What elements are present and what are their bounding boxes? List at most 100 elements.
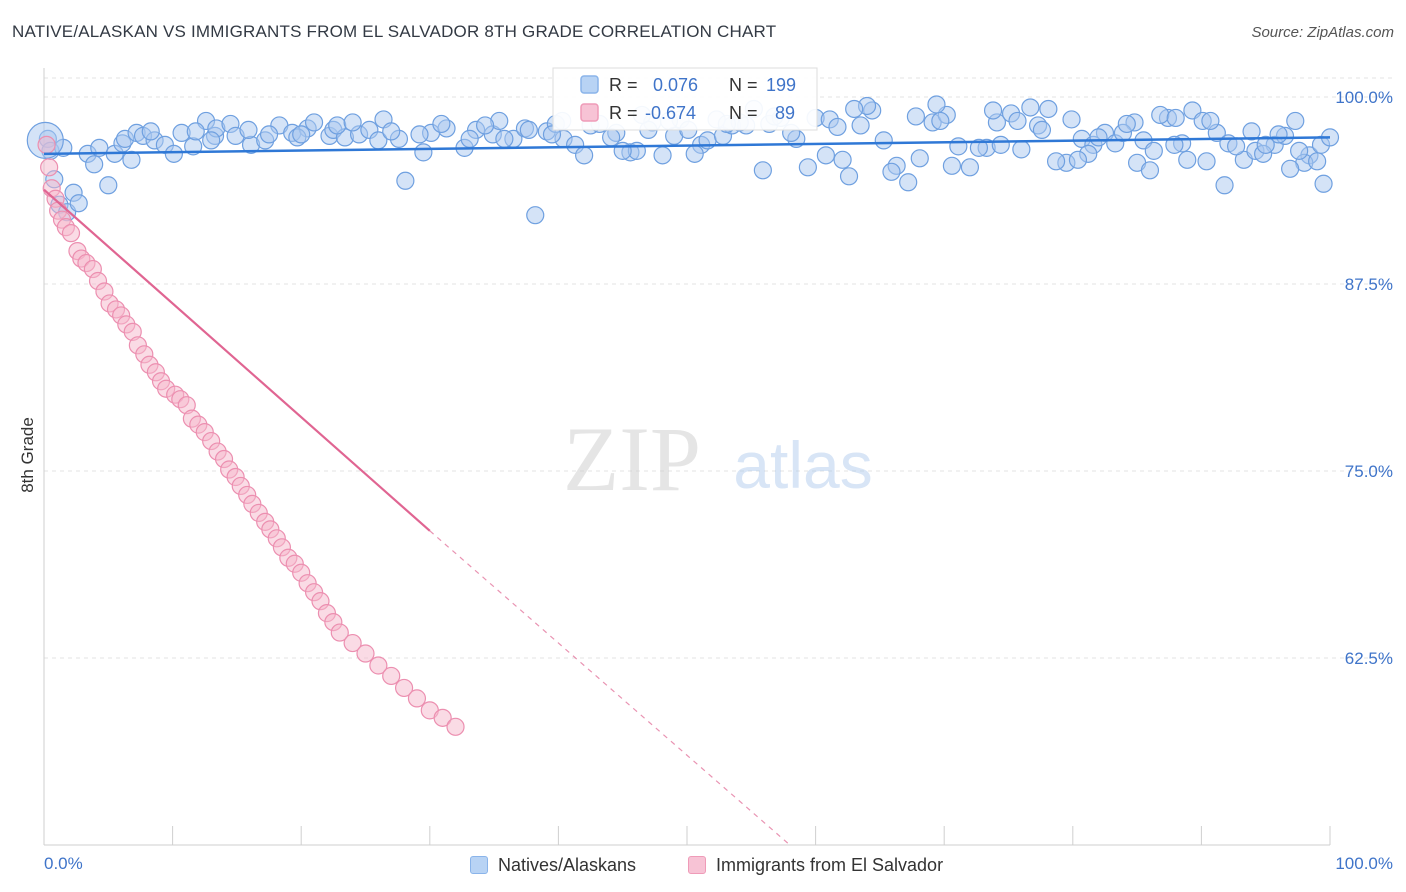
y-axis-label: 8th Grade	[18, 417, 37, 493]
x-tick-label: 0.0%	[44, 854, 83, 873]
data-point-natives[interactable]	[1039, 99, 1058, 119]
source-credit[interactable]: Source: ZipAtlas.com	[1251, 24, 1394, 41]
data-point-natives[interactable]	[828, 117, 847, 137]
data-point-natives[interactable]	[833, 150, 852, 169]
legend-item-el-salvador[interactable]: Immigrants from El Salvador	[688, 852, 943, 878]
data-point-el-salvador[interactable]	[40, 158, 59, 177]
data-point-natives[interactable]	[99, 176, 118, 195]
data-point-natives[interactable]	[1140, 161, 1160, 180]
data-point-natives[interactable]	[931, 111, 950, 131]
data-point-natives[interactable]	[1008, 111, 1027, 131]
data-point-natives[interactable]	[460, 129, 479, 148]
data-point-natives[interactable]	[899, 173, 918, 192]
data-point-natives[interactable]	[1012, 140, 1031, 159]
data-point-natives[interactable]	[292, 125, 311, 144]
data-point-natives[interactable]	[526, 206, 545, 225]
data-point-natives[interactable]	[1197, 152, 1216, 171]
data-point-natives[interactable]	[851, 116, 870, 135]
data-point-natives[interactable]	[816, 146, 835, 165]
data-point-natives[interactable]	[164, 144, 183, 163]
data-point-natives[interactable]	[575, 146, 594, 165]
data-point-natives[interactable]	[382, 122, 401, 141]
y-tick-label: 87.5%	[1345, 275, 1393, 294]
data-point-natives[interactable]	[1227, 137, 1246, 156]
data-point-natives[interactable]	[1290, 141, 1309, 160]
data-point-natives[interactable]	[1021, 98, 1040, 117]
data-point-natives[interactable]	[983, 101, 1003, 120]
data-point-natives[interactable]	[202, 131, 221, 150]
data-point-natives[interactable]	[69, 194, 88, 213]
data-point-natives[interactable]	[410, 125, 429, 144]
data-point-natives[interactable]	[653, 146, 672, 165]
legend-blue-n-value: 199	[766, 75, 796, 95]
data-point-natives[interactable]	[1215, 176, 1234, 195]
data-point-natives[interactable]	[1242, 122, 1261, 141]
data-point-natives[interactable]	[1314, 174, 1333, 193]
data-point-natives[interactable]	[602, 128, 621, 147]
data-point-natives[interactable]	[845, 99, 864, 119]
data-point-natives[interactable]	[910, 149, 929, 168]
legend-label-el-salvador: Immigrants from El Salvador	[716, 854, 944, 875]
data-point-el-salvador[interactable]	[61, 224, 81, 243]
data-point-natives[interactable]	[1068, 150, 1088, 169]
legend-pink-n-label: N =	[729, 103, 758, 123]
data-point-natives[interactable]	[186, 122, 205, 141]
data-point-el-salvador[interactable]	[446, 717, 465, 736]
legend-item-natives[interactable]: Natives/Alaskans	[470, 852, 636, 878]
data-point-natives[interactable]	[753, 161, 772, 180]
data-point-natives[interactable]	[1062, 110, 1081, 129]
data-point-natives[interactable]	[613, 141, 632, 160]
data-point-natives[interactable]	[906, 107, 926, 126]
data-point-natives[interactable]	[798, 158, 817, 177]
data-point-el-salvador[interactable]	[369, 656, 388, 675]
data-point-natives[interactable]	[304, 113, 324, 132]
data-point-natives[interactable]	[1032, 120, 1052, 140]
data-point-natives[interactable]	[1166, 108, 1185, 128]
data-point-el-salvador[interactable]	[330, 623, 349, 642]
data-point-natives[interactable]	[1256, 135, 1275, 154]
legend-swatch-el-salvador	[688, 856, 706, 874]
data-point-natives[interactable]	[685, 144, 704, 163]
data-point-natives[interactable]	[942, 156, 962, 175]
data-point-natives[interactable]	[839, 167, 859, 186]
data-point-natives[interactable]	[874, 131, 893, 150]
legend-pink-n-value: 89	[775, 103, 795, 123]
data-point-natives[interactable]	[1151, 105, 1170, 125]
data-point-natives[interactable]	[239, 120, 258, 140]
legend-blue-r-value: 0.076	[653, 75, 698, 95]
data-point-natives[interactable]	[495, 129, 514, 148]
data-point-el-salvador[interactable]	[394, 678, 414, 698]
data-point-el-salvador[interactable]	[343, 633, 362, 653]
data-point-natives[interactable]	[396, 171, 415, 190]
data-point-natives[interactable]	[1281, 159, 1300, 178]
data-point-el-salvador[interactable]	[433, 708, 452, 727]
data-point-natives[interactable]	[1046, 152, 1066, 171]
data-point-natives[interactable]	[519, 120, 538, 140]
data-point-natives[interactable]	[969, 138, 989, 157]
data-point-natives[interactable]	[991, 135, 1010, 154]
data-point-natives[interactable]	[949, 137, 968, 156]
data-point-natives[interactable]	[1144, 141, 1163, 160]
data-point-natives[interactable]	[1286, 111, 1305, 131]
data-point-natives[interactable]	[432, 114, 451, 134]
data-point-natives[interactable]	[343, 113, 362, 132]
data-point-natives[interactable]	[122, 150, 141, 169]
data-point-natives[interactable]	[328, 116, 347, 135]
data-point-natives[interactable]	[1117, 114, 1136, 134]
data-point-el-salvador[interactable]	[356, 644, 375, 663]
data-point-natives[interactable]	[1201, 111, 1220, 131]
data-point-natives[interactable]	[1308, 152, 1327, 171]
data-point-natives[interactable]	[414, 143, 433, 162]
data-point-natives[interactable]	[1089, 128, 1108, 147]
data-point-natives[interactable]	[475, 116, 495, 135]
data-point-el-salvador[interactable]	[37, 135, 56, 154]
data-point-el-salvador[interactable]	[407, 689, 427, 708]
data-point-el-salvador[interactable]	[382, 666, 401, 686]
data-point-natives[interactable]	[882, 162, 901, 181]
data-point-natives[interactable]	[259, 125, 279, 144]
data-point-natives[interactable]	[927, 95, 946, 114]
data-point-natives[interactable]	[1178, 150, 1197, 169]
data-point-natives[interactable]	[960, 158, 980, 177]
data-point-natives[interactable]	[141, 122, 160, 141]
data-point-natives[interactable]	[85, 155, 104, 174]
